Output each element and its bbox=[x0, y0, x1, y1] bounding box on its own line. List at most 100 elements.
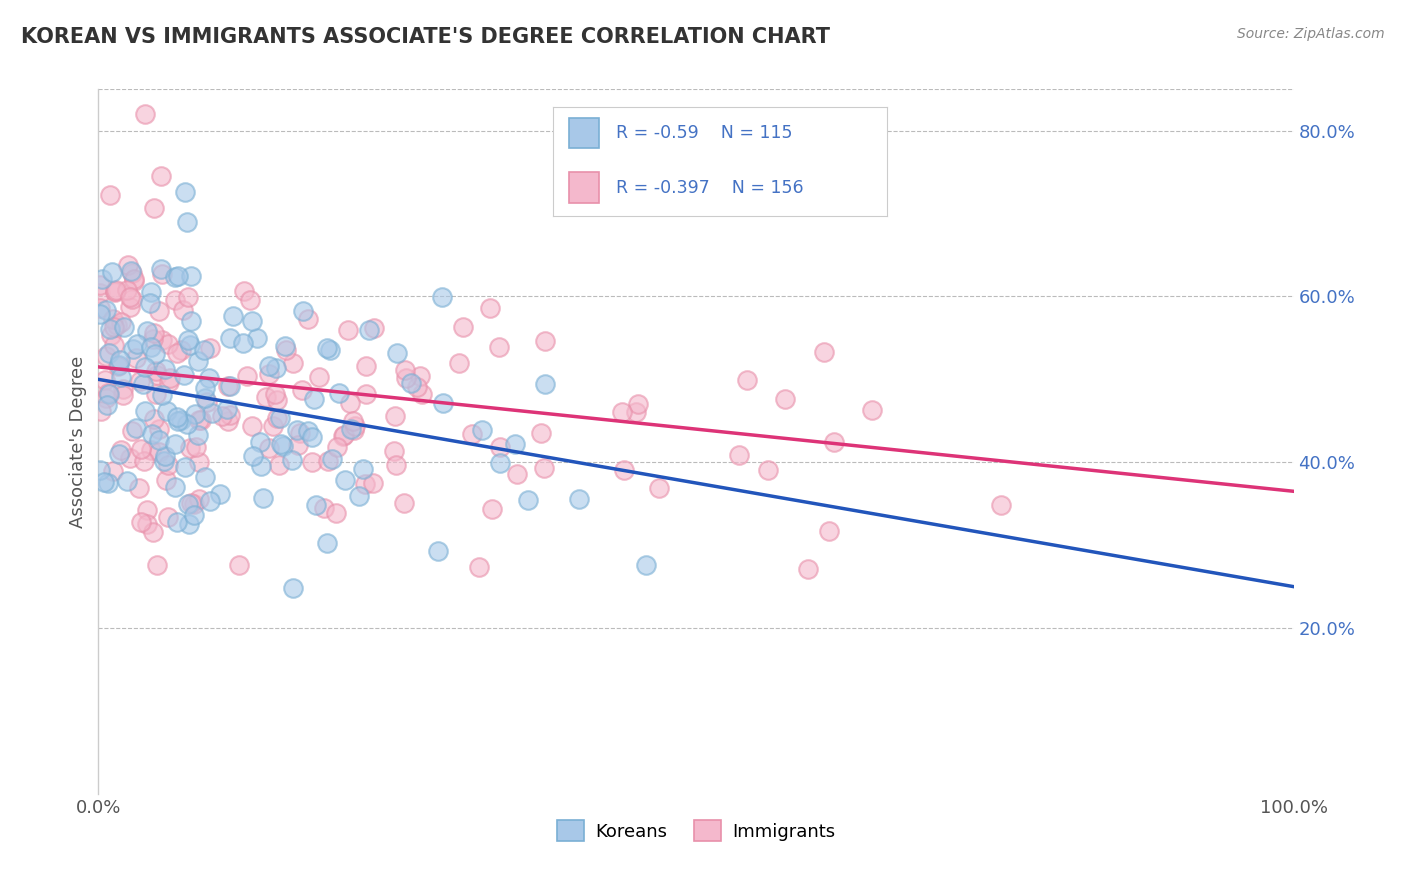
Point bbox=[332, 427, 354, 442]
Legend: Koreans, Immigrants: Koreans, Immigrants bbox=[550, 813, 842, 848]
Point bbox=[148, 444, 170, 458]
Point bbox=[352, 462, 374, 476]
Point bbox=[395, 370, 418, 384]
Point bbox=[122, 275, 145, 289]
Point bbox=[167, 414, 190, 428]
Point bbox=[187, 413, 209, 427]
Point bbox=[148, 433, 170, 447]
Point bbox=[120, 264, 142, 278]
Point bbox=[98, 322, 121, 336]
Point bbox=[129, 442, 152, 456]
Point bbox=[172, 303, 194, 318]
Y-axis label: Associate's Degree: Associate's Degree bbox=[69, 355, 87, 528]
Point bbox=[481, 502, 503, 516]
Point bbox=[488, 340, 510, 354]
Point bbox=[335, 473, 357, 487]
Point bbox=[269, 458, 291, 473]
Point bbox=[274, 343, 297, 357]
Point bbox=[281, 453, 304, 467]
Point bbox=[94, 349, 117, 363]
Point bbox=[756, 463, 779, 477]
Point bbox=[89, 301, 111, 315]
Point bbox=[325, 440, 347, 454]
Point bbox=[125, 351, 148, 366]
Point bbox=[232, 336, 254, 351]
Point bbox=[157, 337, 180, 351]
Point bbox=[129, 375, 152, 389]
Point bbox=[170, 343, 193, 357]
Point bbox=[219, 331, 242, 345]
Point bbox=[107, 447, 129, 461]
Point bbox=[142, 333, 165, 347]
Point bbox=[990, 498, 1012, 512]
Point bbox=[217, 414, 239, 428]
Point bbox=[517, 492, 540, 507]
Point bbox=[122, 272, 145, 286]
Point bbox=[195, 394, 218, 409]
Point bbox=[340, 422, 363, 436]
Point bbox=[467, 559, 489, 574]
Point bbox=[148, 422, 170, 436]
Point bbox=[141, 285, 163, 300]
Point bbox=[184, 440, 207, 454]
Point bbox=[860, 403, 883, 417]
Point bbox=[797, 562, 820, 576]
Point bbox=[104, 285, 127, 300]
Point bbox=[314, 500, 336, 515]
Point bbox=[97, 476, 120, 491]
Point bbox=[193, 391, 215, 405]
Point bbox=[145, 387, 167, 401]
Point bbox=[287, 423, 309, 437]
Point bbox=[401, 376, 423, 391]
Point bbox=[240, 418, 263, 433]
Point bbox=[145, 558, 167, 573]
Point bbox=[461, 427, 484, 442]
Point bbox=[271, 439, 294, 453]
Point bbox=[479, 301, 502, 315]
Point bbox=[409, 369, 432, 384]
Point bbox=[142, 326, 165, 341]
Point bbox=[115, 474, 138, 488]
Point bbox=[187, 428, 209, 442]
Point bbox=[610, 405, 633, 419]
Point bbox=[219, 409, 242, 423]
Point bbox=[627, 397, 650, 411]
Point bbox=[316, 341, 339, 355]
Point bbox=[101, 265, 124, 279]
Point bbox=[129, 515, 152, 529]
Point bbox=[142, 411, 165, 425]
Point bbox=[110, 443, 132, 458]
Point bbox=[101, 464, 124, 478]
Point bbox=[813, 345, 835, 359]
Point bbox=[447, 356, 470, 370]
Point bbox=[506, 467, 529, 481]
Point bbox=[148, 304, 170, 318]
Point bbox=[174, 185, 197, 199]
Point bbox=[155, 473, 177, 487]
Point bbox=[173, 460, 195, 475]
Point bbox=[773, 392, 796, 406]
Point bbox=[91, 272, 114, 286]
Point bbox=[179, 338, 201, 352]
Point bbox=[533, 461, 555, 475]
Point bbox=[239, 293, 262, 307]
Point bbox=[170, 413, 193, 427]
Point bbox=[647, 481, 669, 495]
Point bbox=[259, 441, 281, 455]
Point bbox=[89, 307, 111, 321]
Point bbox=[121, 266, 143, 280]
Point bbox=[118, 290, 141, 304]
Point bbox=[259, 359, 281, 373]
Point bbox=[89, 463, 111, 477]
Point bbox=[121, 424, 143, 438]
Point bbox=[177, 290, 200, 304]
Point bbox=[152, 453, 174, 467]
Point bbox=[287, 437, 309, 451]
Point bbox=[136, 324, 159, 338]
Point bbox=[89, 277, 111, 292]
Point bbox=[141, 340, 163, 354]
Point bbox=[163, 293, 186, 307]
Point bbox=[103, 320, 125, 334]
Point bbox=[533, 376, 555, 391]
Point bbox=[150, 268, 173, 282]
